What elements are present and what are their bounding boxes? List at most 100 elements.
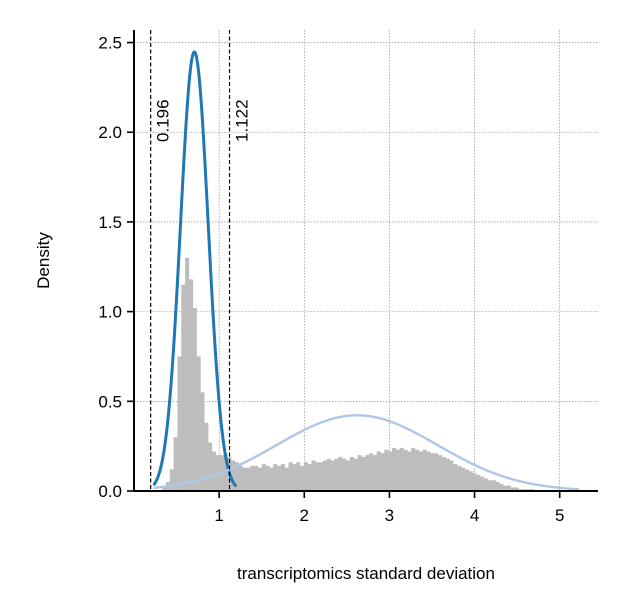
ticks: 1 2 3 4 5 0.0 0.5 1.0 1.5 2.0 2.5 (98, 34, 564, 525)
histogram-bar (288, 462, 293, 491)
histogram-bar (457, 465, 462, 491)
histogram-bar (345, 460, 351, 491)
histogram-bar (162, 487, 167, 491)
histogram-bar (422, 449, 427, 491)
histogram-bar (449, 460, 454, 491)
histogram-bar (246, 467, 251, 491)
histogram-bar (296, 462, 301, 491)
x-tick-label: 2 (300, 506, 309, 525)
histogram-bar (334, 458, 339, 491)
histogram-bar (472, 473, 477, 491)
histogram-bar (185, 257, 190, 491)
x-tick-label: 1 (214, 506, 223, 525)
axes (133, 30, 598, 492)
histogram-bar (292, 464, 297, 491)
histogram-bar (506, 485, 512, 491)
histogram-bar (476, 474, 481, 491)
histogram-bar (391, 447, 397, 491)
histogram-bar (208, 442, 213, 491)
histogram-bar (434, 453, 439, 491)
histogram-bar (284, 467, 289, 491)
histogram-bar (234, 462, 240, 491)
histogram-bar (300, 465, 305, 491)
histogram-bar (380, 453, 385, 491)
histogram-bar (188, 279, 194, 491)
threshold-label-1: 0.196 (154, 99, 173, 142)
histogram-bar (200, 392, 205, 491)
histogram-bar (495, 482, 500, 491)
histogram-bar (361, 456, 366, 491)
histogram-bar (453, 464, 458, 491)
histogram-bar (257, 467, 263, 491)
histogram-bar (491, 480, 496, 491)
histogram-bar (177, 356, 182, 491)
x-axis-label: transcriptomics standard deviation (237, 564, 495, 583)
histogram-bar (319, 462, 324, 491)
histogram-bar (464, 469, 469, 491)
histogram-bar (323, 460, 328, 491)
histogram-bar (238, 465, 243, 491)
histogram-bar (365, 455, 370, 491)
histogram-bar (376, 451, 381, 491)
y-tick-label: 0.0 (98, 482, 122, 501)
x-tick-label: 3 (385, 506, 394, 525)
histogram-bar (169, 469, 174, 491)
histogram-bar (265, 465, 270, 491)
histogram-bar (303, 462, 308, 491)
histogram-bar (437, 455, 443, 491)
x-tick-label: 4 (470, 506, 479, 525)
histogram-bar (353, 458, 358, 491)
y-tick-label: 1.0 (98, 303, 122, 322)
x-tick-label: 5 (555, 506, 564, 525)
histogram-bar (192, 308, 197, 491)
histogram-bar (411, 447, 416, 491)
y-tick-label: 1.5 (98, 213, 122, 232)
histogram-bar (342, 458, 347, 491)
fit-curves (152, 50, 580, 491)
histogram-bar (510, 487, 515, 491)
histogram-bar (384, 449, 389, 491)
histogram-bar (414, 449, 420, 491)
histogram-bar (277, 465, 282, 491)
histogram-bar (480, 476, 485, 491)
histogram-bar (403, 449, 408, 491)
histogram-bar (250, 465, 255, 491)
histogram-bar (330, 460, 335, 491)
histogram (162, 257, 546, 491)
histogram-bar (181, 284, 186, 491)
histogram-bar (372, 455, 377, 491)
histogram-bar (503, 485, 508, 491)
y-axis-label: Density (34, 232, 53, 289)
low-fit-curve (152, 50, 238, 488)
histogram-bar (483, 478, 489, 491)
y-tick-label: 2.0 (98, 123, 122, 142)
histogram-bar (395, 449, 400, 491)
histogram-bar (269, 467, 274, 491)
histogram-bar (407, 451, 412, 491)
histogram-bar (388, 451, 393, 491)
histogram-bar (487, 480, 492, 491)
histogram-bar (426, 451, 431, 491)
histogram-bar (273, 464, 278, 491)
y-tick-label: 0.5 (98, 392, 122, 411)
histogram-bar (338, 456, 343, 491)
histogram-bar (430, 453, 435, 491)
histogram-bar (368, 453, 374, 491)
histogram-bar (261, 464, 266, 491)
histogram-bar (349, 456, 354, 491)
histogram-bar (196, 356, 201, 491)
histogram-bar (311, 460, 316, 491)
y-tick-label: 2.5 (98, 34, 122, 53)
histogram-bar (468, 471, 473, 491)
threshold-lines: 0.196 1.122 (150, 30, 252, 491)
histogram-bar (204, 422, 209, 491)
histogram-bar (307, 464, 312, 491)
histogram-bar (418, 451, 423, 491)
histogram-bar (315, 462, 320, 491)
histogram-bar (460, 467, 466, 491)
histogram-bar (211, 451, 217, 491)
histogram-bar (254, 465, 259, 491)
histogram-bar (280, 464, 285, 491)
histogram-bar (242, 467, 247, 491)
histogram-bar (173, 437, 178, 491)
